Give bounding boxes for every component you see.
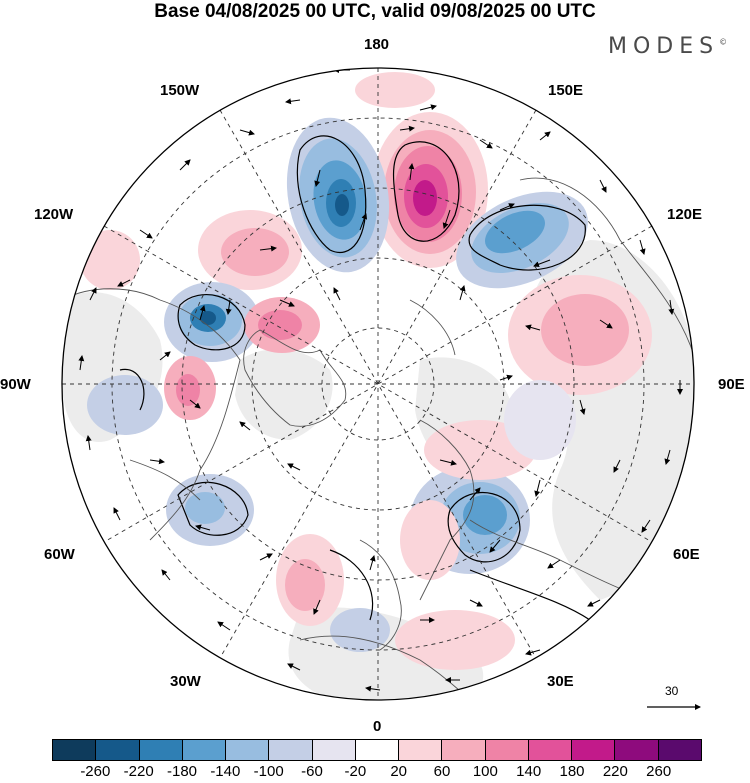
colorbar-cell <box>399 740 443 760</box>
lon-label-30e: 30E <box>547 673 574 690</box>
colorbar-cell <box>139 740 183 760</box>
lon-label-60e: 60E <box>673 546 700 563</box>
colorbar-cell <box>572 740 616 760</box>
colorbar <box>52 739 702 761</box>
colorbar-cell <box>96 740 140 760</box>
logo-copyright: © <box>719 37 728 47</box>
colorbar-tick-label: -20 <box>344 763 367 780</box>
wind-vectors <box>78 68 683 692</box>
colorbar-cell <box>528 740 573 760</box>
lon-label-150w: 150W <box>160 82 200 99</box>
colorbar-tick-label: -180 <box>166 763 198 780</box>
wind-reference-label: 30 <box>665 684 679 698</box>
colorbar-tick-label: 60 <box>433 763 451 780</box>
colorbar-cell <box>615 740 659 760</box>
colorbar-cell <box>53 740 97 760</box>
colorbar-tick-label: -140 <box>210 763 241 780</box>
map-field <box>62 68 694 700</box>
modes-logo: MODES© <box>608 34 727 59</box>
colorbar-tick-label: -60 <box>301 763 323 780</box>
lon-label-180: 180 <box>364 36 390 53</box>
colorbar-tick-label: -100 <box>253 763 284 780</box>
colorbar-cell <box>658 740 701 760</box>
map-boundary <box>61 67 695 701</box>
colorbar-cell <box>355 740 400 760</box>
lon-label-0: 0 <box>373 718 382 735</box>
colorbar-cell <box>226 740 270 760</box>
map-title: Base 04/08/2025 00 UTC, valid 09/08/2025… <box>154 1 596 22</box>
colorbar-tick-label: 260 <box>646 763 672 780</box>
colorbar-cell <box>442 740 486 760</box>
colorbar-tick-label: 140 <box>516 763 542 780</box>
lon-label-30w: 30W <box>170 673 201 690</box>
colorbar-tick-label: -220 <box>123 763 154 780</box>
lon-label-90w: 90W <box>0 376 31 393</box>
colorbar-cell <box>269 740 313 760</box>
lon-label-120w: 120W <box>34 206 74 223</box>
graticule <box>62 68 694 700</box>
lon-label-120e: 120E <box>667 206 703 223</box>
colorbar-tick-label: 100 <box>472 763 498 780</box>
lon-label-90e: 90E <box>718 376 745 393</box>
colorbar-tick-label: -260 <box>80 763 111 780</box>
logo-text: MODES <box>608 34 720 59</box>
lon-label-60w: 60W <box>44 546 75 563</box>
colorbar-cell <box>485 740 529 760</box>
lon-label-150e: 150E <box>548 82 584 99</box>
colorbar-tick-label: 220 <box>602 763 628 780</box>
colorbar-cell <box>182 740 227 760</box>
colorbar-tick-label: 180 <box>559 763 585 780</box>
colorbar-cell <box>312 740 356 760</box>
contour-lines <box>119 135 591 621</box>
colorbar-tick-label: 20 <box>390 763 407 780</box>
